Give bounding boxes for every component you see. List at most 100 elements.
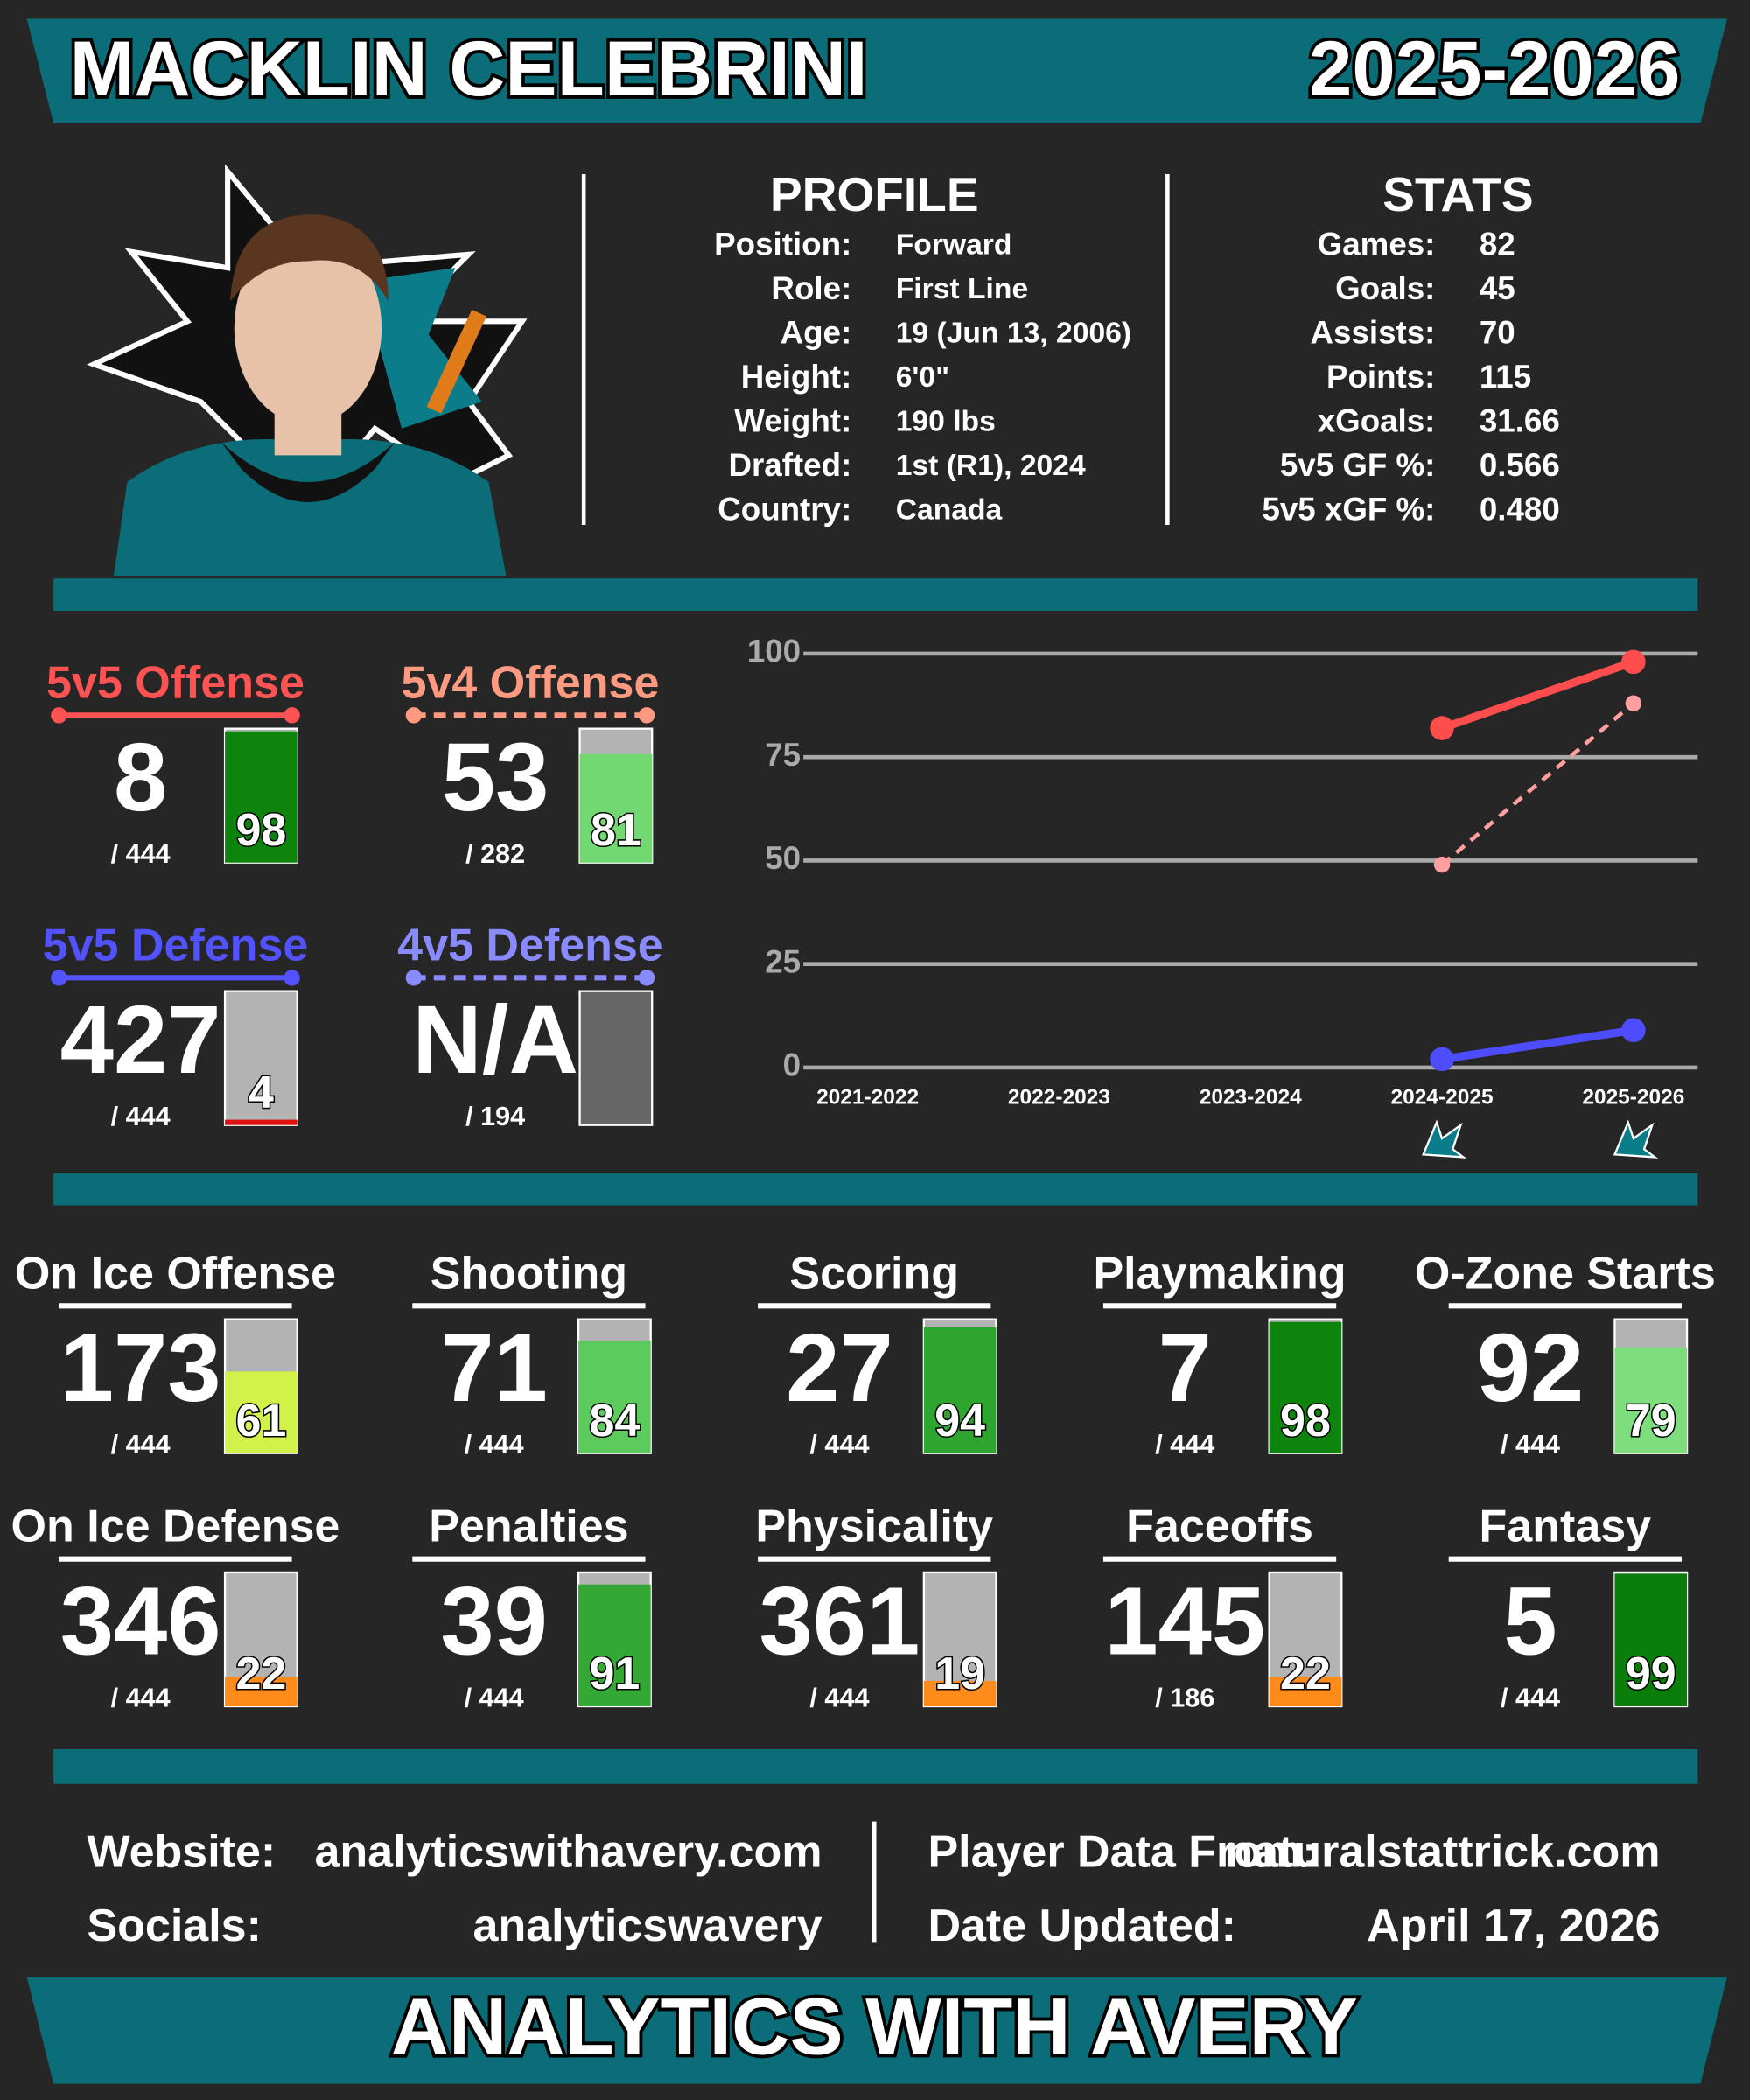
card-title: Playmaking <box>1093 1248 1346 1298</box>
x-tick-label: 2023-2024 <box>1200 1086 1302 1110</box>
trend-point <box>1430 1046 1454 1072</box>
percentile-label: 4 <box>248 1068 274 1118</box>
card-title: Faceoffs <box>1126 1502 1313 1552</box>
percentile-bar <box>578 1584 651 1706</box>
percentile-label: 91 <box>589 1648 640 1699</box>
percentile-label: 19 <box>934 1648 985 1699</box>
card-title: Fantasy <box>1480 1502 1652 1552</box>
percentile-bar <box>1614 1573 1688 1706</box>
stats-value: 70 <box>1480 314 1516 350</box>
percentile-bar <box>923 1326 997 1453</box>
percentile-label: 61 <box>235 1396 286 1446</box>
section-divider <box>53 1748 1698 1784</box>
underline-dot <box>638 970 655 986</box>
stats-label: Games: <box>1318 226 1436 262</box>
profile-value: Canada <box>896 494 1003 527</box>
card-title: O-Zone Starts <box>1415 1248 1716 1298</box>
bar-frame <box>578 990 654 1126</box>
footer-value: April 17, 2026 <box>1367 1900 1660 1951</box>
percentile-label: 22 <box>1280 1648 1331 1699</box>
rank-total: / 444 <box>1155 1430 1214 1460</box>
rank-total: / 444 <box>111 839 171 869</box>
stats-value: 0.480 <box>1480 491 1560 527</box>
stats-label: 5v5 GF %: <box>1280 447 1436 483</box>
profile-label: Height: <box>741 359 851 395</box>
profile-value: First Line <box>896 273 1028 305</box>
y-tick-label: 75 <box>765 737 801 773</box>
underline-dot <box>284 970 300 986</box>
profile-label: Drafted: <box>728 447 851 483</box>
rank-total: / 444 <box>111 1430 171 1460</box>
trend-line <box>1440 701 1635 866</box>
footer-value: naturalstattrick.com <box>1225 1827 1660 1878</box>
team-logo <box>1421 1119 1467 1158</box>
card-title: On Ice Defense <box>11 1502 340 1552</box>
trend-point <box>1621 649 1646 675</box>
card-title: 5v5 Offense <box>46 657 304 708</box>
y-tick-label: 0 <box>783 1047 801 1083</box>
rank-total: / 282 <box>466 839 525 869</box>
rank: 361 <box>760 1567 920 1675</box>
trend-line <box>1441 1026 1634 1063</box>
rank-total: / 444 <box>465 1683 524 1712</box>
section-divider <box>53 578 1698 611</box>
trend-point <box>1433 856 1451 873</box>
rank: 53 <box>442 724 550 831</box>
stats-label: Points: <box>1326 359 1435 395</box>
profile-label: Weight: <box>734 402 851 438</box>
section-divider <box>53 1172 1698 1206</box>
footer-label: Date Updated: <box>928 1900 1236 1951</box>
card-title: On Ice Offense <box>15 1248 336 1298</box>
rank: 71 <box>440 1314 548 1422</box>
season: 2025-2026 <box>1309 25 1680 112</box>
y-tick-label: 100 <box>747 634 801 669</box>
footer-value: analyticswithavery.com <box>314 1827 822 1878</box>
card-title: 5v5 Defense <box>43 920 309 970</box>
profile-value: 190 lbs <box>896 406 996 438</box>
profile-label: Age: <box>780 314 852 350</box>
card-title: Physicality <box>755 1502 993 1552</box>
stats-value: 31.66 <box>1480 402 1560 438</box>
footer-label: Website: <box>87 1827 276 1878</box>
percentile-label: 84 <box>589 1396 640 1446</box>
underline-dot <box>638 707 655 724</box>
brand: ANALYTICS WITH AVERY <box>391 1983 1358 2072</box>
percentile-bar <box>923 1680 997 1706</box>
rank: 145 <box>1104 1567 1265 1675</box>
percentile-bar <box>225 731 298 863</box>
rank-total: / 444 <box>809 1430 869 1460</box>
x-tick-label: 2021-2022 <box>816 1086 919 1110</box>
rank: 173 <box>60 1314 221 1422</box>
stats-label: Assists: <box>1311 314 1436 350</box>
percentile-bar <box>225 1119 298 1125</box>
profile-label: Role: <box>771 270 851 306</box>
profile-label: Country: <box>718 491 851 527</box>
rank: N/A <box>412 986 578 1094</box>
y-tick-label: 25 <box>765 943 801 979</box>
trend-line <box>1440 658 1635 732</box>
rank: 346 <box>60 1567 221 1675</box>
percentile-bar <box>579 753 653 863</box>
header-band <box>26 18 1727 123</box>
card-title: 5v4 Offense <box>402 657 660 708</box>
underline-dot <box>51 707 67 724</box>
stats-value: 82 <box>1480 226 1516 262</box>
stats-value: 45 <box>1480 270 1516 306</box>
underline-dot <box>405 707 423 724</box>
percentile-label: 22 <box>235 1648 286 1699</box>
profile-value: 1st (R1), 2024 <box>896 450 1086 482</box>
rank: 92 <box>1477 1314 1585 1422</box>
rank: 39 <box>440 1567 548 1675</box>
percentile-label: 79 <box>1626 1396 1676 1446</box>
rank-total: / 444 <box>111 1102 171 1131</box>
percentile-bar <box>578 1340 651 1453</box>
card-title: Scoring <box>789 1248 959 1298</box>
profile-label: Position: <box>714 226 851 262</box>
rank-total: / 186 <box>1155 1683 1214 1712</box>
stats-label: 5v5 xGF %: <box>1262 491 1435 527</box>
rank-total: / 444 <box>465 1430 524 1460</box>
trend-point <box>1430 716 1454 740</box>
percentile-label: 99 <box>1626 1648 1676 1699</box>
rank-total: / 444 <box>1501 1430 1560 1460</box>
